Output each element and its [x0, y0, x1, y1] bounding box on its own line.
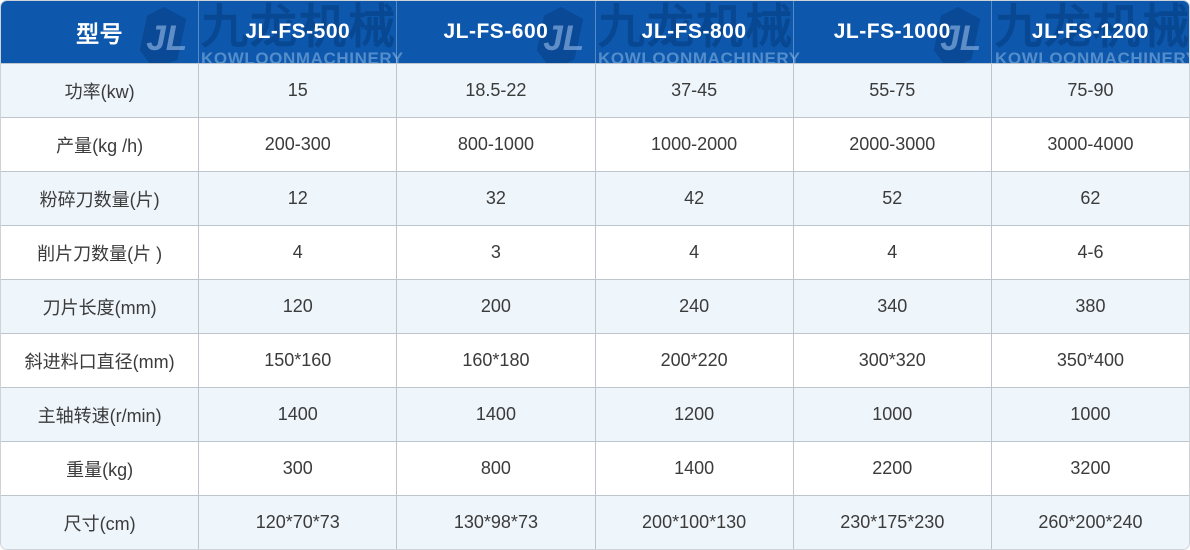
cell-value: 52 — [792, 172, 991, 225]
cell-value: 120 — [198, 280, 396, 333]
cell-value: 15 — [198, 64, 396, 117]
table-row-crusher-blades: 粉碎刀数量(片) 12 32 42 52 62 — [1, 171, 1189, 225]
cell-value: 200-300 — [198, 118, 396, 171]
cell-value: 42 — [594, 172, 793, 225]
cell-value: 32 — [396, 172, 594, 225]
cell-value: 4 — [594, 226, 793, 279]
cell-value: 350*400 — [990, 334, 1189, 387]
cell-value: 2000-3000 — [792, 118, 991, 171]
cell-value: 300 — [198, 442, 396, 495]
header-cell-model-4: JL-FS-1000 — [792, 1, 991, 63]
cell-value: 3000-4000 — [990, 118, 1189, 171]
row-label: 刀片长度(mm) — [42, 297, 157, 318]
header-cell-model-label: 型号 — [76, 21, 124, 47]
row-label: 功率(kw) — [64, 81, 135, 102]
cell-value: 230*175*230 — [792, 496, 991, 549]
table-row-spindle-speed: 主轴转速(r/min) 1400 1400 1200 1000 1000 — [1, 387, 1189, 441]
cell-value: 240 — [594, 280, 793, 333]
cell-value: 3 — [396, 226, 594, 279]
cell-value: 300*320 — [792, 334, 991, 387]
cell-value: 55-75 — [792, 64, 991, 117]
table-row-inlet-diameter: 斜进料口直径(mm) 150*160 160*180 200*220 300*3… — [1, 333, 1189, 387]
cell-value: 18.5-22 — [396, 64, 594, 117]
cell-value: 62 — [990, 172, 1189, 225]
cell-value: 340 — [792, 280, 991, 333]
header-cell-model-1: JL-FS-500 — [198, 1, 396, 63]
cell-value: 150*160 — [198, 334, 396, 387]
header-cell-model-5: JL-FS-1200 — [990, 1, 1189, 63]
table-row-power: 功率(kw) 15 18.5-22 37-45 55-75 75-90 — [1, 63, 1189, 117]
row-label: 斜进料口直径(mm) — [24, 351, 175, 372]
cell-value: 160*180 — [396, 334, 594, 387]
cell-value: 37-45 — [594, 64, 793, 117]
row-label: 削片刀数量(片 ) — [37, 243, 163, 264]
header-cell-model-3: JL-FS-800 — [594, 1, 793, 63]
table-row-weight: 重量(kg) 300 800 1400 2200 3200 — [1, 441, 1189, 495]
cell-value: 4 — [792, 226, 991, 279]
row-label: 粉碎刀数量(片) — [39, 189, 160, 210]
table-row-blade-length: 刀片长度(mm) 120 200 240 340 380 — [1, 279, 1189, 333]
cell-value: 200*220 — [594, 334, 793, 387]
cell-value: 120*70*73 — [198, 496, 396, 549]
cell-value: 1000 — [990, 388, 1189, 441]
cell-value: 1400 — [396, 388, 594, 441]
cell-value: 1200 — [594, 388, 793, 441]
cell-value: 380 — [990, 280, 1189, 333]
cell-value: 800-1000 — [396, 118, 594, 171]
cell-value: 4 — [198, 226, 396, 279]
cell-value: 2200 — [792, 442, 991, 495]
cell-value: 200*100*130 — [594, 496, 793, 549]
cell-value: 3200 — [990, 442, 1189, 495]
table-row-capacity: 产量(kg /h) 200-300 800-1000 1000-2000 200… — [1, 117, 1189, 171]
row-label: 主轴转速(r/min) — [37, 405, 162, 426]
cell-value: 1400 — [198, 388, 396, 441]
row-label: 重量(kg) — [66, 459, 134, 480]
cell-value: 1400 — [594, 442, 793, 495]
cell-value: 1000 — [792, 388, 991, 441]
cell-value: 130*98*73 — [396, 496, 594, 549]
cell-value: 1000-2000 — [594, 118, 793, 171]
table-header-row: JL 九龙机械 KOWLOONMACHINERY JL 九龙机械 KOWLOON… — [1, 1, 1189, 63]
table-row-chipper-blades: 削片刀数量(片 ) 4 3 4 4 4-6 — [1, 225, 1189, 279]
cell-value: 800 — [396, 442, 594, 495]
cell-value: 75-90 — [990, 64, 1189, 117]
row-label: 尺寸(cm) — [63, 513, 136, 534]
cell-value: 200 — [396, 280, 594, 333]
table-row-dimensions: 尺寸(cm) 120*70*73 130*98*73 200*100*130 2… — [1, 495, 1189, 549]
table-body: 功率(kw) 15 18.5-22 37-45 55-75 75-90 产量(k… — [1, 63, 1189, 549]
header-cell-model-2: JL-FS-600 — [396, 1, 594, 63]
cell-value: 260*200*240 — [990, 496, 1189, 549]
cell-value: 12 — [198, 172, 396, 225]
cell-value: 4-6 — [990, 226, 1189, 279]
row-label: 产量(kg /h) — [56, 135, 144, 156]
